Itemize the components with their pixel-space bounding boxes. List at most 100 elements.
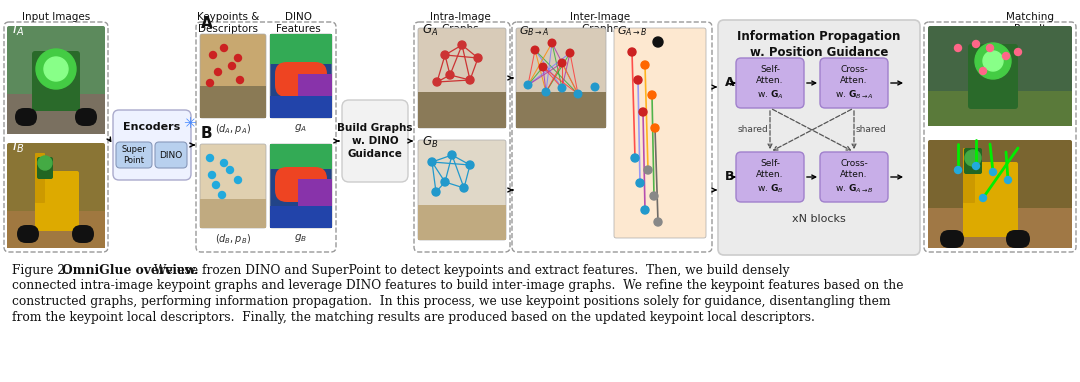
Circle shape (210, 52, 216, 58)
FancyBboxPatch shape (113, 110, 191, 180)
Text: Self-
Atten.
w. $\mathbf{G}_B$: Self- Atten. w. $\mathbf{G}_B$ (756, 159, 784, 195)
FancyBboxPatch shape (418, 92, 507, 128)
FancyBboxPatch shape (516, 28, 606, 128)
Text: Build Graphs
w. DINO
Guidance: Build Graphs w. DINO Guidance (337, 123, 413, 159)
FancyBboxPatch shape (928, 208, 1072, 248)
Circle shape (642, 206, 649, 214)
Circle shape (980, 68, 986, 74)
FancyBboxPatch shape (156, 142, 187, 168)
Circle shape (989, 168, 997, 175)
Text: $\mathbf{B}$: $\mathbf{B}$ (200, 125, 213, 141)
Circle shape (465, 161, 474, 169)
FancyBboxPatch shape (928, 91, 1072, 126)
Text: We use frozen DINO and SuperPoint to detect keypoints and extract features.  The: We use frozen DINO and SuperPoint to det… (150, 264, 789, 277)
Text: constructed graphs, performing information propagation.  In this process, we use: constructed graphs, performing informati… (12, 295, 891, 308)
Circle shape (591, 83, 598, 91)
FancyBboxPatch shape (275, 167, 327, 202)
Text: Keypoints &
Descriptors: Keypoints & Descriptors (197, 12, 259, 34)
Circle shape (446, 71, 454, 79)
FancyBboxPatch shape (270, 96, 332, 118)
FancyBboxPatch shape (270, 144, 332, 169)
FancyBboxPatch shape (17, 225, 39, 243)
Text: $(d_B,p_B)$: $(d_B,p_B)$ (215, 232, 251, 246)
Text: xN blocks: xN blocks (792, 214, 846, 224)
FancyBboxPatch shape (298, 179, 332, 228)
Circle shape (1004, 176, 1012, 183)
Circle shape (631, 154, 639, 162)
FancyBboxPatch shape (928, 140, 1072, 248)
FancyBboxPatch shape (516, 92, 606, 128)
FancyBboxPatch shape (418, 28, 507, 128)
Circle shape (458, 41, 465, 49)
Circle shape (524, 81, 531, 89)
Circle shape (441, 178, 449, 186)
FancyBboxPatch shape (200, 199, 266, 228)
FancyBboxPatch shape (6, 211, 105, 248)
Text: $I_B$: $I_B$ (12, 139, 24, 155)
Circle shape (428, 158, 436, 166)
Circle shape (432, 188, 440, 196)
Circle shape (1014, 49, 1022, 55)
Circle shape (229, 63, 235, 70)
FancyBboxPatch shape (116, 142, 152, 168)
Circle shape (206, 79, 214, 86)
Text: Figure 2.: Figure 2. (12, 264, 69, 277)
Circle shape (227, 167, 233, 173)
Circle shape (234, 55, 242, 62)
Circle shape (644, 166, 652, 174)
Text: Input Images: Input Images (22, 12, 90, 22)
FancyBboxPatch shape (928, 26, 1072, 126)
Circle shape (654, 218, 662, 226)
Text: $g_B$: $g_B$ (295, 232, 308, 244)
Circle shape (234, 176, 242, 183)
Text: $\mathbf{A}$: $\mathbf{A}$ (724, 76, 735, 89)
Text: from the keypoint local descriptors.  Finally, the matching results are produced: from the keypoint local descriptors. Fin… (12, 311, 815, 324)
Text: $g_A$: $g_A$ (295, 122, 308, 134)
Text: connected intra-image keypoint graphs and leverage DINO features to build inter-: connected intra-image keypoint graphs an… (12, 280, 904, 293)
Text: Cross-
Atten.
w. $\mathbf{G}_{B\rightarrow A}$: Cross- Atten. w. $\mathbf{G}_{B\rightarr… (835, 65, 874, 100)
FancyBboxPatch shape (298, 74, 332, 118)
FancyBboxPatch shape (735, 152, 804, 202)
Circle shape (237, 76, 243, 84)
Text: $I_A$: $I_A$ (12, 22, 24, 39)
Circle shape (213, 181, 219, 188)
Circle shape (980, 194, 986, 201)
FancyBboxPatch shape (35, 171, 79, 231)
Circle shape (636, 179, 644, 187)
Circle shape (972, 162, 980, 170)
Circle shape (542, 88, 550, 96)
Text: Intra-Image
Graphs: Intra-Image Graphs (430, 12, 490, 34)
FancyBboxPatch shape (418, 140, 507, 240)
Circle shape (975, 43, 1011, 79)
FancyBboxPatch shape (963, 162, 1018, 237)
Circle shape (627, 48, 636, 56)
Circle shape (220, 44, 228, 52)
Circle shape (474, 54, 482, 62)
Text: $\mathbf{A}$: $\mathbf{A}$ (200, 15, 214, 31)
FancyBboxPatch shape (15, 108, 37, 126)
FancyBboxPatch shape (75, 108, 97, 126)
FancyBboxPatch shape (6, 143, 105, 248)
FancyBboxPatch shape (820, 58, 888, 108)
Circle shape (1002, 52, 1010, 60)
FancyBboxPatch shape (270, 34, 332, 64)
Circle shape (539, 63, 546, 71)
Circle shape (206, 154, 214, 162)
Circle shape (651, 124, 659, 132)
FancyBboxPatch shape (275, 62, 327, 97)
Circle shape (460, 184, 468, 192)
FancyBboxPatch shape (418, 205, 507, 240)
Circle shape (955, 44, 961, 52)
Text: DINO
Features: DINO Features (275, 12, 321, 34)
Text: Cross-
Atten.
w. $\mathbf{G}_{A\rightarrow B}$: Cross- Atten. w. $\mathbf{G}_{A\rightarr… (835, 159, 874, 195)
Circle shape (448, 151, 456, 159)
Circle shape (38, 156, 52, 170)
FancyBboxPatch shape (72, 225, 94, 243)
Circle shape (639, 108, 647, 116)
FancyBboxPatch shape (6, 26, 105, 134)
Text: Super
Point: Super Point (122, 145, 147, 165)
Text: $G_B$: $G_B$ (422, 135, 438, 150)
FancyBboxPatch shape (820, 152, 888, 202)
Text: $\mathbf{B}$: $\mathbf{B}$ (724, 170, 734, 183)
Circle shape (642, 61, 649, 69)
